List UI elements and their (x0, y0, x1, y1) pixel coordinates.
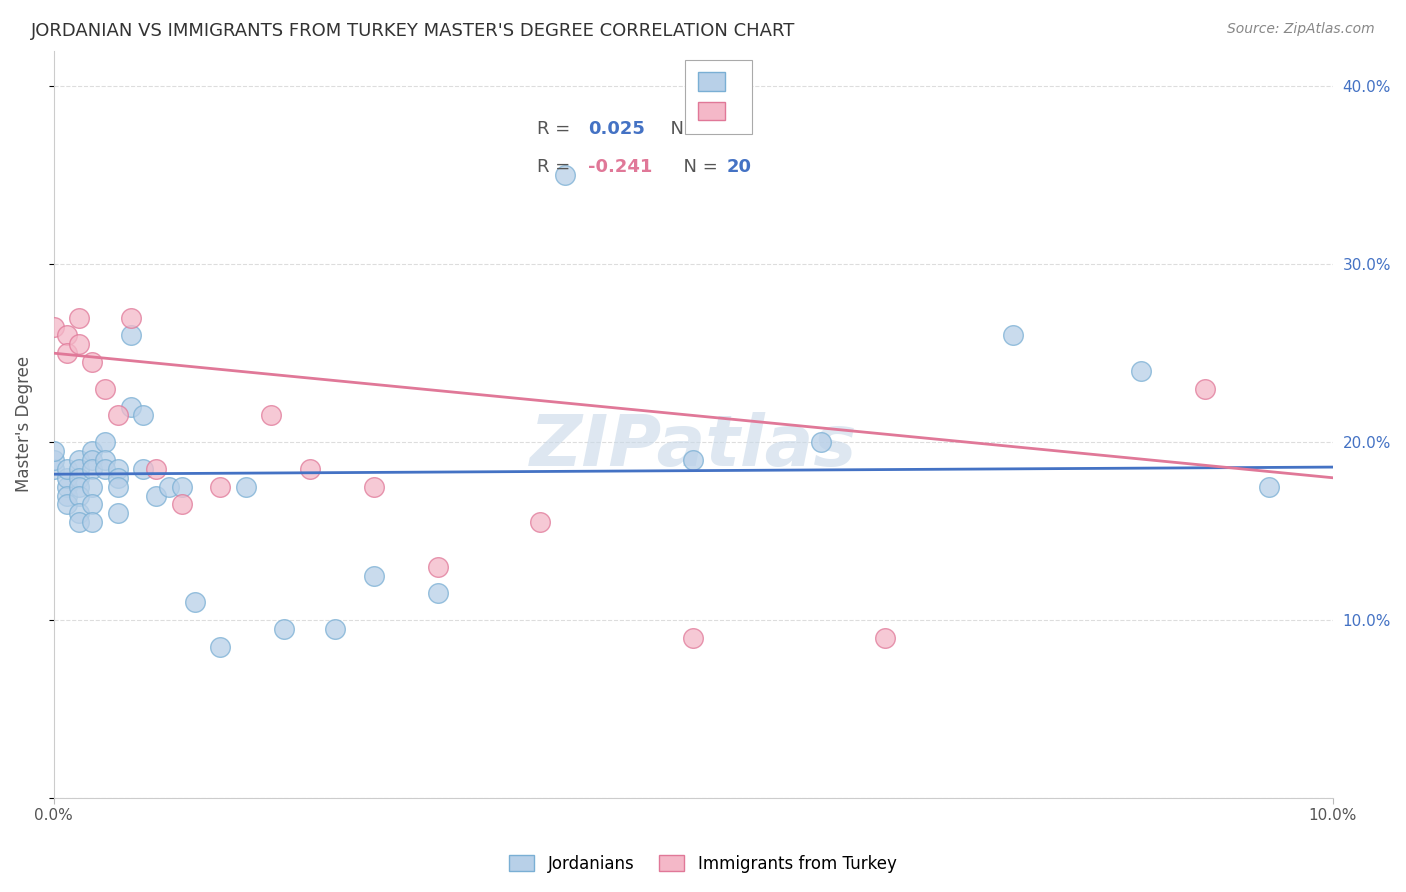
Point (132, 409, 155, 423)
Point (132, 462, 155, 476)
Point (55, 471, 77, 485)
Point (145, 489, 167, 503)
Text: 0.025: 0.025 (589, 120, 645, 138)
Point (82, 462, 104, 476)
Text: 48: 48 (727, 120, 752, 138)
Point (42, 453, 65, 467)
Text: ZIPatlas: ZIPatlas (530, 412, 858, 482)
Point (67, 515, 90, 529)
Point (107, 480, 129, 494)
Point (67, 453, 90, 467)
Point (82, 515, 104, 529)
Point (426, 586, 449, 600)
Point (157, 480, 180, 494)
Point (94, 382, 117, 396)
Text: Source: ZipAtlas.com: Source: ZipAtlas.com (1227, 22, 1375, 37)
Point (55, 498, 77, 512)
Point (209, 640, 232, 654)
Point (67, 471, 90, 485)
Point (209, 480, 232, 494)
Point (323, 622, 346, 636)
Point (42, 319, 65, 334)
Point (67, 506, 90, 520)
Point (55, 346, 77, 360)
Legend: , : , (686, 60, 752, 134)
Point (554, 168, 576, 182)
Point (1129, 364, 1152, 378)
Point (120, 328, 142, 343)
Point (170, 498, 193, 512)
Point (875, 631, 897, 645)
Point (55, 328, 77, 343)
Point (94, 462, 117, 476)
Y-axis label: Master's Degree: Master's Degree (15, 356, 32, 492)
Point (1002, 328, 1025, 343)
Point (107, 471, 129, 485)
Point (67, 337, 90, 351)
Point (107, 506, 129, 520)
Point (82, 444, 104, 458)
Text: N =: N = (672, 158, 723, 176)
Point (170, 480, 193, 494)
Point (298, 462, 321, 476)
Text: R =: R = (537, 158, 576, 176)
Point (55, 489, 77, 503)
Point (82, 498, 104, 512)
Point (120, 310, 142, 325)
Point (1194, 382, 1216, 396)
Point (810, 435, 832, 450)
Point (42, 444, 65, 458)
Point (529, 515, 551, 529)
Text: R =: R = (537, 120, 576, 138)
Text: JORDANIAN VS IMMIGRANTS FROM TURKEY MASTER'S DEGREE CORRELATION CHART: JORDANIAN VS IMMIGRANTS FROM TURKEY MAST… (31, 22, 796, 40)
Point (55, 480, 77, 494)
Point (363, 568, 385, 582)
Point (94, 435, 117, 450)
Point (67, 489, 90, 503)
Point (426, 559, 449, 574)
Text: -0.241: -0.241 (589, 158, 652, 176)
Point (94, 453, 117, 467)
Point (682, 631, 704, 645)
Point (183, 595, 205, 609)
Point (235, 480, 257, 494)
Point (107, 462, 129, 476)
Point (107, 409, 129, 423)
Point (363, 480, 385, 494)
Point (67, 480, 90, 494)
Point (273, 622, 295, 636)
Point (82, 453, 104, 467)
Text: 20: 20 (727, 158, 752, 176)
Point (42, 462, 65, 476)
Point (260, 409, 283, 423)
Point (82, 355, 104, 369)
Point (682, 453, 704, 467)
Point (67, 462, 90, 476)
Point (82, 480, 104, 494)
Point (67, 310, 90, 325)
Legend: Jordanians, Immigrants from Turkey: Jordanians, Immigrants from Turkey (503, 848, 903, 880)
Point (120, 400, 142, 414)
Point (55, 462, 77, 476)
Point (145, 462, 167, 476)
Point (1257, 480, 1279, 494)
Text: N =: N = (659, 120, 710, 138)
